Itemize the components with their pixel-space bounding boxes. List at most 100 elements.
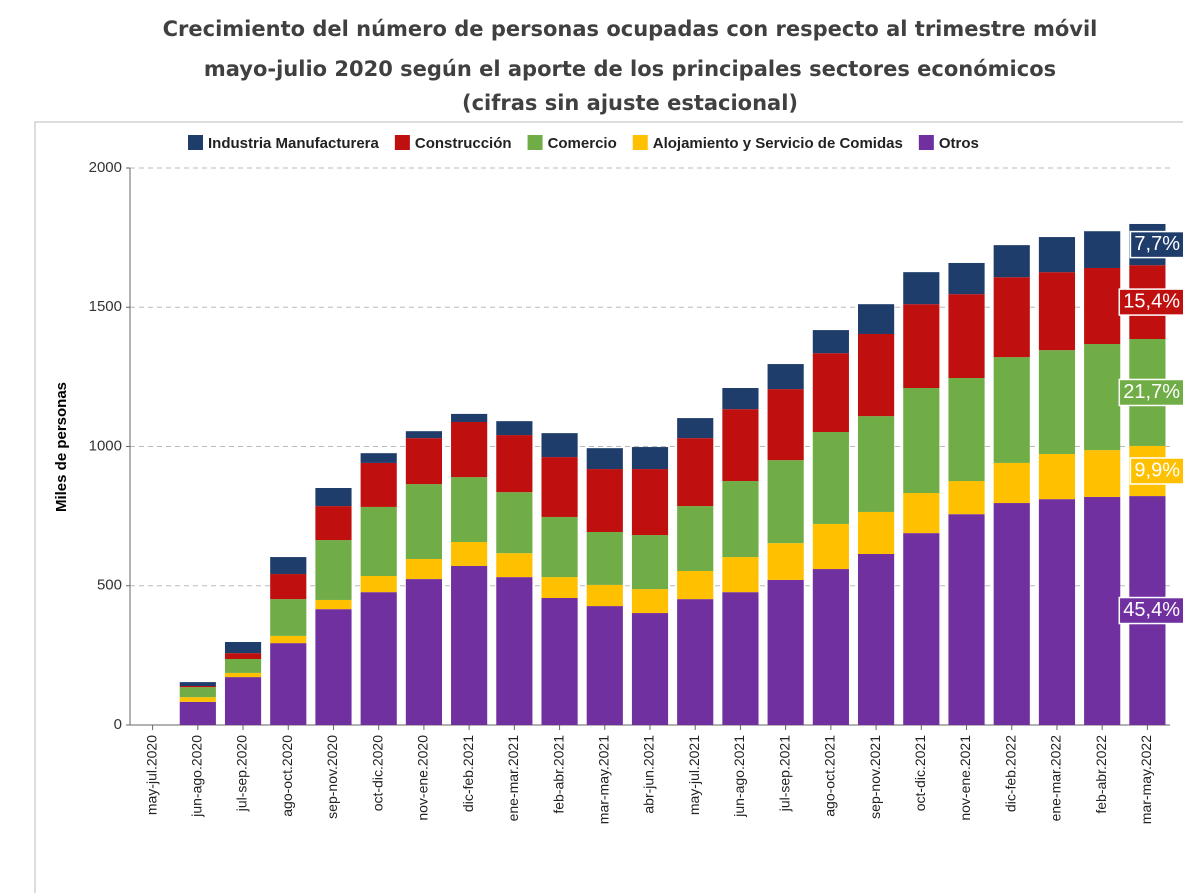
share-box (1118, 378, 1183, 407)
x-tick-label: oct-dic.2020 (369, 735, 385, 811)
x-tick-label: mar-may.2022 (1138, 735, 1154, 824)
bar-segment (858, 554, 895, 725)
share-box (1118, 288, 1183, 316)
bar-segment (179, 686, 216, 688)
bar-segment (496, 421, 533, 436)
legend-swatch (188, 135, 203, 150)
bar-segment (224, 642, 262, 654)
bar-segment (179, 687, 216, 698)
bar-segment (858, 304, 895, 334)
bar-segment (677, 599, 714, 725)
bar-segment (767, 543, 804, 580)
bar-segment (315, 599, 352, 610)
bar-segment (224, 677, 262, 725)
share-label: 45,4% (1123, 599, 1180, 621)
bar-segment (767, 579, 804, 725)
x-tick-label: ago-oct.2021 (822, 735, 838, 817)
bar-segment (586, 606, 623, 725)
bar-segment (1084, 344, 1121, 451)
bar-segment (903, 533, 940, 725)
bar-segment (722, 592, 759, 725)
y-tick-label: 0 (114, 716, 122, 733)
bar-segment (496, 553, 533, 578)
bar-segment (722, 557, 759, 593)
legend-swatch (394, 135, 410, 150)
x-tick-label: mar-may.2021 (595, 735, 611, 824)
bar-segment (1038, 454, 1076, 500)
bar-segment (270, 643, 307, 725)
share-box (1129, 457, 1183, 485)
bar-segment (812, 353, 849, 433)
bar-segment (405, 579, 442, 725)
x-tick-label: dic-feb.2021 (460, 735, 476, 812)
bar-segment (586, 584, 623, 607)
bar-segment (451, 421, 488, 478)
bar-segment (179, 697, 216, 702)
y-tick-label: 1000 (89, 437, 122, 454)
bar-segment (360, 576, 397, 593)
x-tick-label: jun-ago.2021 (731, 735, 747, 818)
bar-segment (405, 559, 442, 580)
legend-swatch (632, 135, 648, 150)
bar-segment (1084, 496, 1121, 725)
share-box (1118, 596, 1183, 625)
x-tick-label: feb-abr.2021 (550, 735, 566, 814)
bar-segment (1038, 350, 1076, 455)
bar-segment (993, 462, 1030, 504)
bar-segment (631, 613, 669, 725)
y-tick-label: 500 (97, 577, 122, 594)
bar-segment (496, 492, 533, 554)
x-tick-label: may-jul.2020 (143, 735, 159, 815)
bar-segment (631, 535, 669, 590)
bar-segment (586, 448, 623, 470)
x-tick-label: dic-feb.2022 (1002, 735, 1018, 812)
bar-segment (586, 469, 623, 532)
bar-segment (451, 477, 488, 543)
y-axis-label: Miles de personas (53, 382, 70, 512)
y-tick-label: 1500 (89, 298, 122, 315)
bar-segment (541, 516, 578, 578)
bar-segment (496, 435, 533, 493)
bar-segment (948, 377, 985, 482)
share-label: 15,4% (1123, 290, 1180, 312)
bar-segment (541, 433, 578, 458)
bar-segment (270, 635, 307, 644)
bar-segment (541, 577, 578, 599)
bar-segment (451, 542, 488, 566)
chart-title: (cifras sin ajuste estacional) (462, 91, 798, 115)
bar-segment (451, 413, 488, 422)
frame (34, 121, 1183, 893)
bar-segment (858, 333, 895, 417)
legend-swatch (918, 135, 934, 150)
bar-segment (858, 416, 895, 512)
bar-segment (903, 304, 940, 389)
bar-segment (315, 609, 352, 725)
bar-segment (224, 653, 262, 659)
bar-segment (496, 577, 533, 725)
bar-segment (993, 503, 1030, 725)
bar-segment (1038, 499, 1076, 725)
bar-segment (903, 493, 940, 534)
bar-segment (677, 418, 714, 439)
bar-segment (270, 574, 307, 600)
bar-segment (767, 389, 804, 461)
bar-segment (360, 506, 397, 577)
x-tick-label: may-jul.2021 (686, 735, 702, 815)
bar-segment (405, 438, 442, 485)
share-label: 21,7% (1123, 381, 1180, 403)
share-box (1129, 230, 1183, 259)
bar-segment (541, 457, 578, 517)
bar-segment (224, 658, 262, 673)
bar-segment (270, 557, 307, 575)
bar-segment (722, 481, 759, 558)
bar-segment (993, 357, 1030, 463)
bar-segment (767, 460, 804, 544)
x-tick-label: ago-oct.2020 (279, 735, 295, 817)
bar-segment (1084, 267, 1121, 345)
bar-segment (1038, 237, 1076, 273)
bar-segment (722, 388, 759, 410)
bar-segment (812, 432, 849, 524)
bar-segment (858, 511, 895, 555)
x-tick-label: feb-abr.2022 (1093, 735, 1109, 814)
bar-segment (993, 277, 1030, 358)
